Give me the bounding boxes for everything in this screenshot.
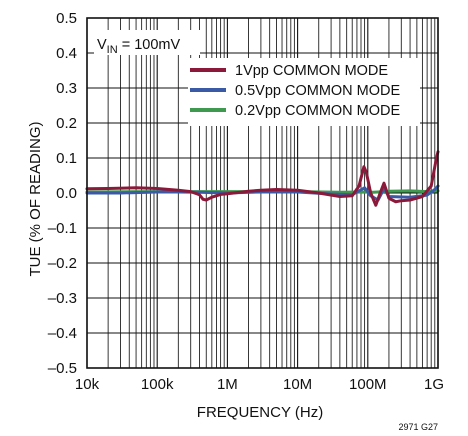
y-tick-label: –0.4 (48, 325, 77, 342)
x-tick-label: 1G (424, 376, 444, 393)
x-axis-title: FREQUENCY (Hz) (197, 404, 323, 421)
y-tick-label: –0.2 (48, 255, 77, 272)
y-tick-label: 0.4 (56, 45, 77, 62)
y-tick-label: 0.2 (56, 115, 77, 132)
y-tick-labels: 0.5 0.4 0.3 0.2 0.1 0.0 –0.1 –0.2 –0.3 –0.4 –0.5 (48, 10, 77, 377)
vin-annotation: VIN = 100mV (94, 30, 200, 56)
x-tick-label: 10M (283, 376, 312, 393)
x-tick-label: 100M (349, 376, 387, 393)
legend: 1Vpp COMMON MODE 0.5Vpp COMMON MODE 0.2Vpp… (188, 58, 420, 126)
y-tick-label: –0.5 (48, 360, 77, 377)
y-tick-label: –0.3 (48, 290, 77, 307)
plot-frame (86, 17, 439, 369)
legend-background (188, 58, 420, 126)
figure-code: 2971 G27 (398, 422, 438, 432)
annotation-text: VIN = 100mV (97, 37, 180, 56)
series-layer (85, 150, 440, 207)
legend-label: 0.5Vpp COMMON MODE (235, 83, 400, 99)
plot-border (86, 17, 439, 369)
y-tick-label: 0.1 (56, 150, 77, 167)
y-tick-label: –0.1 (48, 220, 77, 237)
annotation-prefix: V (97, 37, 107, 53)
annotation-subscript: IN (107, 44, 118, 56)
x-tick-labels: 10k 100k 1M 10M 100M 1G (75, 376, 444, 393)
legend-label: 0.2Vpp COMMON MODE (235, 103, 400, 119)
y-axis-title: TUE (% OF READING) (27, 121, 44, 276)
legend-label: 1Vpp COMMON MODE (235, 63, 388, 79)
annotation-suffix: = 100mV (118, 37, 181, 53)
x-tick-label: 10k (75, 376, 100, 393)
y-tick-label: 0.0 (56, 185, 77, 202)
y-tick-label: 0.5 (56, 10, 77, 27)
series-line (85, 150, 440, 207)
y-tick-label: 0.3 (56, 80, 77, 97)
x-tick-label: 100k (141, 376, 174, 393)
annotation-background (94, 30, 200, 55)
x-tick-label: 1M (217, 376, 238, 393)
